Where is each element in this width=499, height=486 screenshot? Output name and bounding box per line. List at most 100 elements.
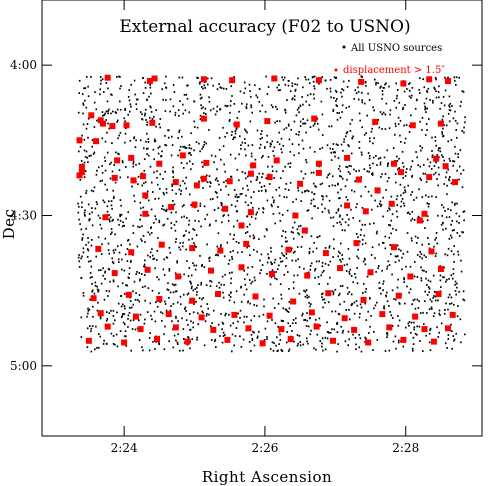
usno-source-point — [157, 183, 159, 186]
usno-source-point — [319, 183, 322, 186]
usno-source-point — [399, 303, 401, 305]
usno-source-point — [85, 189, 88, 192]
usno-source-point — [463, 299, 466, 302]
usno-source-point — [308, 295, 310, 298]
usno-source-point — [244, 201, 247, 204]
displacement-point — [243, 240, 250, 247]
usno-source-point — [358, 220, 361, 222]
usno-source-point — [395, 255, 397, 258]
displacement-point — [245, 325, 252, 332]
usno-source-point — [188, 223, 190, 226]
usno-source-point — [440, 102, 443, 104]
usno-source-point — [152, 148, 155, 151]
usno-source-point — [305, 289, 308, 291]
usno-source-point — [233, 344, 235, 347]
usno-source-point — [462, 169, 465, 172]
usno-source-point — [410, 331, 412, 334]
displacement-point — [421, 210, 428, 217]
usno-source-point — [188, 219, 191, 222]
usno-source-point — [339, 258, 341, 261]
usno-source-point — [274, 222, 276, 225]
usno-source-point — [110, 228, 113, 230]
displacement-point — [292, 212, 299, 219]
usno-source-point — [274, 277, 276, 280]
usno-source-point — [239, 316, 241, 319]
usno-source-point — [404, 104, 406, 106]
usno-source-point — [397, 341, 400, 344]
usno-source-point — [94, 284, 97, 287]
usno-source-point — [287, 162, 290, 165]
usno-source-point — [229, 104, 232, 107]
usno-source-point — [172, 84, 175, 86]
usno-source-point — [437, 299, 439, 302]
usno-source-point — [117, 302, 120, 305]
usno-source-point — [104, 169, 107, 172]
usno-source-point — [321, 134, 324, 136]
usno-source-point — [168, 268, 171, 270]
usno-source-point — [274, 121, 276, 124]
usno-source-point — [206, 312, 208, 315]
usno-source-point — [272, 201, 275, 204]
usno-source-point — [251, 337, 254, 340]
usno-source-point — [87, 241, 90, 244]
usno-source-point — [232, 238, 235, 240]
usno-source-point — [237, 320, 239, 323]
usno-source-point — [91, 276, 93, 278]
usno-source-point — [248, 279, 251, 281]
usno-source-point — [128, 99, 131, 102]
usno-source-point — [241, 102, 243, 105]
usno-source-point — [121, 268, 123, 271]
usno-source-point — [195, 264, 198, 267]
usno-source-point — [83, 87, 85, 90]
usno-source-point — [395, 106, 398, 109]
usno-source-point — [220, 283, 223, 286]
usno-source-point — [214, 113, 217, 116]
usno-source-point — [271, 165, 274, 168]
usno-source-point — [279, 339, 282, 341]
usno-source-point — [192, 228, 194, 230]
usno-source-point — [170, 305, 172, 307]
usno-source-point — [205, 314, 208, 317]
usno-source-point — [119, 176, 122, 179]
usno-source-point — [395, 198, 398, 201]
usno-source-point — [84, 99, 86, 102]
usno-source-point — [162, 191, 165, 194]
usno-source-point — [359, 119, 361, 122]
displacement-point — [287, 336, 294, 343]
displacement-point — [76, 137, 83, 144]
usno-source-point — [143, 158, 146, 160]
usno-source-point — [117, 245, 119, 248]
usno-source-point — [245, 130, 247, 132]
usno-source-point — [355, 233, 358, 235]
usno-source-point — [285, 341, 288, 344]
usno-source-point — [395, 347, 397, 350]
displacement-point — [109, 123, 116, 130]
displacement-point — [386, 324, 393, 331]
usno-source-point — [313, 150, 316, 153]
usno-source-point — [121, 282, 124, 285]
usno-source-point — [426, 90, 428, 92]
usno-source-point — [306, 340, 308, 343]
usno-source-point — [432, 296, 434, 299]
usno-source-point — [328, 125, 330, 128]
usno-source-point — [286, 209, 289, 212]
usno-source-point — [119, 76, 121, 78]
usno-source-point — [421, 196, 424, 198]
usno-source-point — [198, 142, 200, 145]
usno-source-point — [146, 311, 149, 313]
usno-source-point — [84, 209, 86, 212]
usno-source-point — [199, 202, 202, 205]
displacement-point — [97, 117, 104, 124]
usno-source-point — [230, 204, 233, 206]
usno-source-point — [264, 146, 266, 148]
usno-source-point — [414, 235, 417, 238]
usno-source-point — [341, 229, 344, 232]
usno-source-point — [118, 251, 121, 254]
usno-source-point — [262, 155, 264, 157]
usno-source-point — [411, 239, 413, 242]
usno-source-point — [394, 125, 397, 128]
usno-source-point — [332, 256, 334, 258]
displacement-point — [442, 163, 449, 170]
usno-source-point — [193, 242, 195, 244]
